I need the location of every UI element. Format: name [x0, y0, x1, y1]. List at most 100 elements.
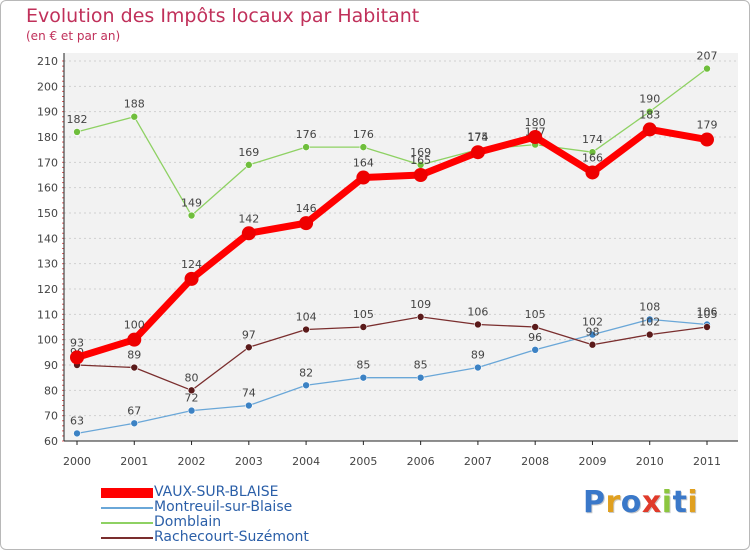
data-label: 142 [238, 212, 259, 225]
y-tick-label: 60 [44, 435, 58, 448]
data-point [470, 145, 485, 160]
legend-swatch [101, 522, 153, 524]
data-label: 169 [410, 146, 431, 159]
data-point [130, 363, 139, 372]
data-label: 80 [185, 371, 199, 384]
legend-swatch [101, 507, 153, 509]
y-tick-label: 170 [37, 156, 58, 169]
x-tick-label: 2003 [235, 455, 263, 468]
data-label: 183 [639, 108, 660, 121]
x-tick-label: 2008 [521, 455, 549, 468]
y-tick-label: 190 [37, 106, 58, 119]
data-point [531, 323, 539, 331]
data-point [413, 168, 428, 182]
data-point [416, 373, 425, 382]
data-point [241, 226, 256, 241]
legend-label: Domblain [154, 514, 222, 530]
logo-letter: P [583, 485, 606, 520]
data-point [302, 381, 310, 390]
y-tick-label: 90 [44, 359, 58, 372]
y-tick-label: 110 [37, 308, 58, 321]
data-point [703, 323, 711, 331]
data-point [299, 216, 314, 231]
y-tick-label: 160 [37, 182, 58, 195]
data-point [645, 315, 654, 324]
data-point [127, 332, 142, 347]
y-tick-label: 150 [37, 207, 58, 220]
data-label: 82 [299, 366, 313, 379]
data-label: 89 [471, 349, 485, 362]
x-tick-label: 2010 [636, 455, 664, 468]
data-point [588, 340, 597, 349]
y-tick-label: 140 [37, 232, 58, 245]
data-point [245, 401, 253, 410]
x-tick-label: 2007 [464, 455, 492, 468]
y-tick-label: 120 [37, 283, 58, 296]
legend-label: VAUX-SUR-BLAISE [154, 484, 279, 500]
data-point [130, 112, 139, 121]
x-tick-label: 2005 [349, 455, 377, 468]
data-point [585, 165, 600, 180]
data-point [302, 325, 310, 334]
y-tick-label: 100 [37, 334, 58, 347]
legend-label: Rachecourt-Suzémont [154, 529, 309, 545]
data-label: 102 [582, 316, 603, 329]
data-point [359, 143, 368, 151]
data-label: 176 [353, 128, 374, 141]
data-point [73, 429, 81, 438]
data-label: 149 [181, 197, 202, 210]
data-label: 106 [467, 305, 488, 318]
data-label: 106 [697, 305, 718, 318]
data-label: 72 [185, 392, 199, 405]
series-line [76, 318, 708, 435]
data-label: 105 [353, 308, 374, 321]
data-label: 74 [242, 387, 256, 400]
data-point [645, 107, 654, 116]
data-label: 175 [467, 131, 488, 144]
logo-letter: i [661, 485, 673, 520]
data-point [187, 211, 196, 220]
data-point [245, 161, 253, 169]
data-point [187, 406, 196, 415]
data-label: 96 [528, 331, 542, 344]
x-tick-label: 2009 [578, 455, 606, 468]
y-tick-label: 180 [37, 131, 58, 144]
data-label: 104 [296, 311, 317, 324]
data-label: 176 [296, 128, 317, 141]
data-point [416, 313, 425, 321]
data-label: 93 [70, 336, 84, 349]
data-point [184, 271, 199, 286]
data-point [700, 132, 714, 147]
data-label: 166 [582, 151, 603, 164]
data-point [73, 128, 81, 136]
data-label: 102 [639, 316, 660, 329]
data-label: 180 [525, 116, 546, 129]
logo-letter: t [672, 485, 688, 520]
logo-letter: i [687, 485, 699, 520]
x-tick-label: 2004 [292, 455, 320, 468]
data-point [70, 350, 84, 365]
data-point [474, 320, 482, 329]
legend-swatch [101, 537, 153, 539]
legend-swatch [101, 488, 153, 498]
logo-letter: x [641, 485, 662, 520]
data-label: 105 [525, 308, 546, 321]
chart-subtitle: (en € et par an) [26, 29, 121, 43]
data-label: 169 [238, 146, 259, 159]
data-label: 146 [296, 202, 317, 215]
data-label: 98 [585, 326, 599, 339]
x-tick-label: 2000 [63, 455, 91, 468]
plot-area [64, 53, 738, 441]
data-point [474, 363, 482, 372]
y-tick-label: 80 [44, 384, 58, 397]
data-label: 105 [697, 308, 718, 321]
data-point [245, 343, 253, 352]
data-point [645, 330, 654, 339]
legend-label: Montreuil-sur-Blaise [154, 499, 293, 515]
data-label: 85 [414, 359, 428, 372]
data-label: 124 [181, 258, 202, 271]
data-point [356, 170, 371, 185]
series-line [76, 316, 708, 391]
